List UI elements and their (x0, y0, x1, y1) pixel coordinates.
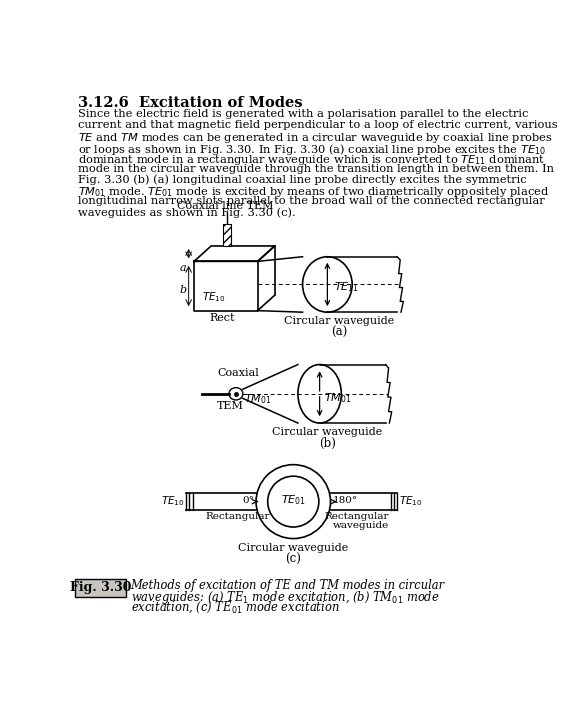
Text: Fig. 3.30: Fig. 3.30 (69, 581, 131, 594)
Text: Fig. 3.30 (b) (a) longitudinal coaxial line probe directly excites the symmetric: Fig. 3.30 (b) (a) longitudinal coaxial l… (78, 174, 527, 185)
Text: (a): (a) (331, 326, 347, 339)
Text: 180°: 180° (333, 495, 358, 505)
FancyBboxPatch shape (74, 578, 126, 597)
Text: Since the electric field is generated with a polarisation parallel to the electr: Since the electric field is generated wi… (78, 109, 528, 119)
Ellipse shape (229, 388, 243, 400)
Text: waveguides: (a) TE$_1$ mode excitation, (b) TM$_{01}$ mode: waveguides: (a) TE$_1$ mode excitation, … (131, 589, 439, 606)
Text: mode in the circular waveguide through the transition length in between them. In: mode in the circular waveguide through t… (78, 164, 554, 174)
Text: Circular waveguide: Circular waveguide (272, 427, 383, 437)
Text: $TE$ and $TM$ modes can be generated in a circular waveguide by coaxial line pro: $TE$ and $TM$ modes can be generated in … (78, 131, 552, 144)
Text: dominant mode in a rectangular waveguide which is converted to $TE_{11}$ dominan: dominant mode in a rectangular waveguide… (78, 152, 545, 167)
Text: $TE_{11}$: $TE_{11}$ (333, 280, 359, 294)
Text: TEM: TEM (217, 402, 244, 412)
Text: Rectangular: Rectangular (325, 512, 390, 521)
Text: $TE_{01}$: $TE_{01}$ (281, 493, 306, 507)
Text: current and that magnetic field perpendicular to a loop of electric current, var: current and that magnetic field perpendi… (78, 120, 558, 130)
Text: Coaxial line TEM: Coaxial line TEM (177, 200, 273, 210)
Text: Rectangular: Rectangular (206, 512, 270, 521)
Text: $TM_{01}$: $TM_{01}$ (324, 390, 351, 405)
Text: longitudinal narrow slots parallel to the broad wall of the connected rectangula: longitudinal narrow slots parallel to th… (78, 197, 544, 207)
Text: excitation, (c) TE$_{01}$ mode excitation: excitation, (c) TE$_{01}$ mode excitatio… (131, 599, 339, 615)
Text: b: b (180, 285, 187, 295)
Text: Circular waveguide: Circular waveguide (284, 316, 394, 326)
Text: a: a (180, 263, 187, 273)
Text: or loops as shown in Fig. 3.30. In Fig. 3.30 (a) coaxial line probe excites the : or loops as shown in Fig. 3.30. In Fig. … (78, 142, 545, 157)
Text: $TM_{01}$ mode. $TE_{01}$ mode is excited by means of two diametrically opposite: $TM_{01}$ mode. $TE_{01}$ mode is excite… (78, 185, 549, 199)
Text: $TE_{10}$: $TE_{10}$ (161, 494, 185, 508)
Text: Circular waveguide: Circular waveguide (238, 543, 348, 553)
Text: 3.12.6  Excitation of Modes: 3.12.6 Excitation of Modes (78, 96, 303, 110)
Text: Coaxial: Coaxial (217, 368, 259, 378)
Text: (b): (b) (319, 437, 336, 450)
Text: $TM_{01}$: $TM_{01}$ (244, 393, 271, 406)
Text: $TE_{10}$: $TE_{10}$ (202, 291, 225, 305)
Text: Methods of excitation of TE and TM modes in circular: Methods of excitation of TE and TM modes… (131, 579, 445, 592)
Text: waveguide: waveguide (333, 521, 390, 530)
Text: Rect: Rect (210, 313, 235, 323)
Text: (c): (c) (285, 553, 301, 566)
Text: 0°: 0° (242, 495, 254, 505)
Text: waveguides as shown in Fig. 3.30 (c).: waveguides as shown in Fig. 3.30 (c). (78, 207, 296, 218)
Text: $TE_{10}$: $TE_{10}$ (399, 494, 423, 508)
Polygon shape (223, 225, 230, 246)
